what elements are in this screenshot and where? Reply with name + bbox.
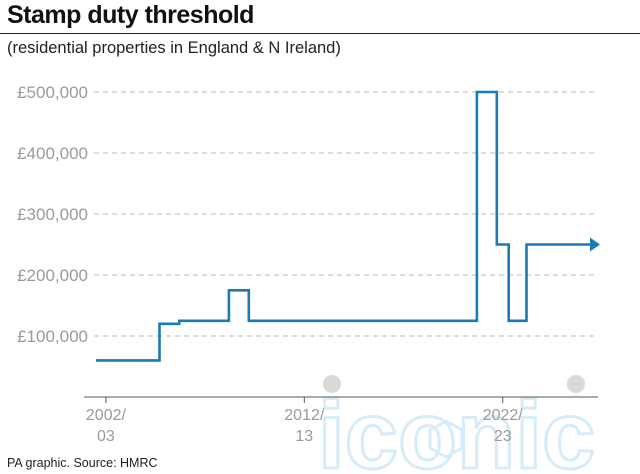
title-divider — [0, 33, 640, 34]
chart-subtitle: (residential properties in England & N I… — [7, 39, 341, 57]
x-tick-label-line2: 13 — [295, 428, 313, 445]
series-line — [96, 90, 592, 362]
x-tick-label-line2: 23 — [494, 428, 512, 445]
y-tick-label: £500,000 — [17, 83, 88, 102]
y-tick-label: £200,000 — [17, 266, 88, 285]
y-axis-ticks: £100,000 £200,000 £300,000 £400,000 £500,000 — [17, 83, 88, 346]
series-arrow-head — [590, 237, 600, 252]
watermark-hexagon — [428, 419, 464, 459]
y-tick-label: £400,000 — [17, 144, 88, 163]
watermark-dot — [567, 375, 585, 393]
watermark-dot — [323, 375, 341, 393]
x-tick-label-line2: 03 — [97, 428, 115, 445]
y-tick-label: £100,000 — [17, 327, 88, 346]
iconic-watermark: iconic — [317, 375, 597, 474]
x-axis: 2002/03 2012/13 2022/23 — [84, 396, 598, 445]
source-footer: PA graphic. Source: HMRC — [7, 456, 158, 470]
x-tick-label: 2022/ — [483, 407, 524, 424]
y-tick-label: £300,000 — [17, 205, 88, 224]
chart-title: Stamp duty threshold — [7, 1, 254, 29]
x-tick-label: 2012/ — [284, 407, 325, 424]
x-tick-label: 2002/ — [86, 407, 127, 424]
grid-lines — [94, 91, 598, 337]
series-layer — [96, 90, 600, 362]
